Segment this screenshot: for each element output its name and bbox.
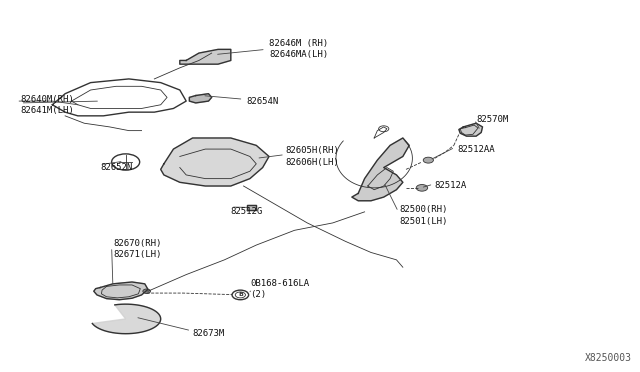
Polygon shape (92, 304, 161, 334)
Text: B: B (238, 292, 243, 298)
Text: 82646M (RH)
82646MA(LH): 82646M (RH) 82646MA(LH) (269, 39, 328, 60)
Text: 82640M(RH)
82641M(LH): 82640M(RH) 82641M(LH) (20, 95, 74, 115)
Circle shape (416, 185, 428, 191)
Circle shape (143, 289, 150, 294)
Polygon shape (161, 138, 269, 186)
Polygon shape (180, 49, 231, 64)
Text: 82500(RH)
82501(LH): 82500(RH) 82501(LH) (399, 205, 448, 225)
Polygon shape (246, 205, 256, 210)
Polygon shape (352, 138, 409, 201)
Text: 82652N: 82652N (100, 163, 132, 172)
Text: 82512G: 82512G (231, 207, 263, 217)
Text: 82605H(RH)
82606H(LH): 82605H(RH) 82606H(LH) (285, 147, 339, 167)
Text: 82670(RH)
82671(LH): 82670(RH) 82671(LH) (113, 239, 161, 259)
Polygon shape (94, 282, 148, 300)
Text: 82673M: 82673M (193, 329, 225, 338)
Text: 82512A: 82512A (435, 182, 467, 190)
Text: 82570M: 82570M (476, 115, 508, 124)
Circle shape (423, 157, 433, 163)
Polygon shape (189, 94, 212, 103)
Text: 82654N: 82654N (246, 97, 279, 106)
Text: 82512AA: 82512AA (457, 145, 495, 154)
Text: 0B168-616LA
(2): 0B168-616LA (2) (250, 279, 309, 299)
Text: X8250003: X8250003 (585, 353, 632, 363)
Polygon shape (459, 123, 483, 136)
